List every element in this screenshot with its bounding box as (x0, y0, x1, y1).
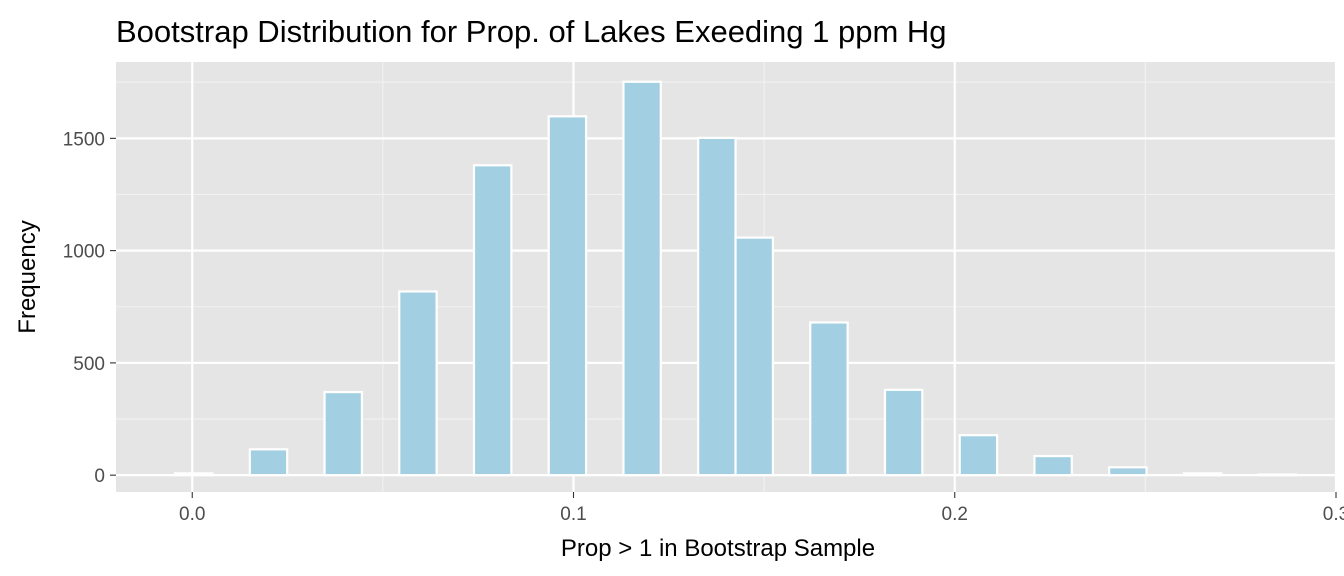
x-tick-label: 0.3 (1323, 504, 1344, 525)
histogram-bar (323, 390, 364, 477)
histogram-bar (883, 388, 924, 477)
histogram-bar (1033, 454, 1073, 477)
histogram-bar (398, 290, 438, 477)
chart-title: Bootstrap Distribution for Prop. of Lake… (116, 14, 947, 49)
x-axis-ticks: 0.0 0.1 0.2 0.3 (179, 492, 1344, 525)
x-tick-label: 0.0 (179, 504, 205, 525)
y-tick-label: 1000 (63, 242, 105, 263)
histogram-bar (1108, 466, 1148, 477)
y-axis-ticks: 0 500 1000 1500 (63, 129, 116, 487)
x-tick-label: 0.2 (942, 504, 968, 525)
histogram-bar (248, 448, 289, 477)
histogram-bar (547, 115, 588, 477)
histogram-bar (697, 136, 737, 477)
histogram-bar (958, 434, 999, 477)
x-tick-label: 0.1 (560, 504, 586, 525)
histogram-bar (734, 236, 774, 477)
y-tick-label: 1500 (63, 129, 105, 150)
x-axis-title: Prop > 1 in Bootstrap Sample (561, 535, 875, 562)
y-tick-label: 0 (94, 466, 105, 487)
histogram-bar (622, 80, 662, 477)
histogram-bars (173, 80, 1298, 477)
histogram-bar (1257, 473, 1298, 477)
y-tick-label: 500 (73, 354, 105, 375)
histogram-bar (809, 321, 849, 477)
histogram-bar (173, 472, 214, 477)
histogram-bar (472, 164, 513, 477)
y-axis-title: Frequency (14, 220, 41, 333)
histogram-bar (1182, 472, 1223, 477)
